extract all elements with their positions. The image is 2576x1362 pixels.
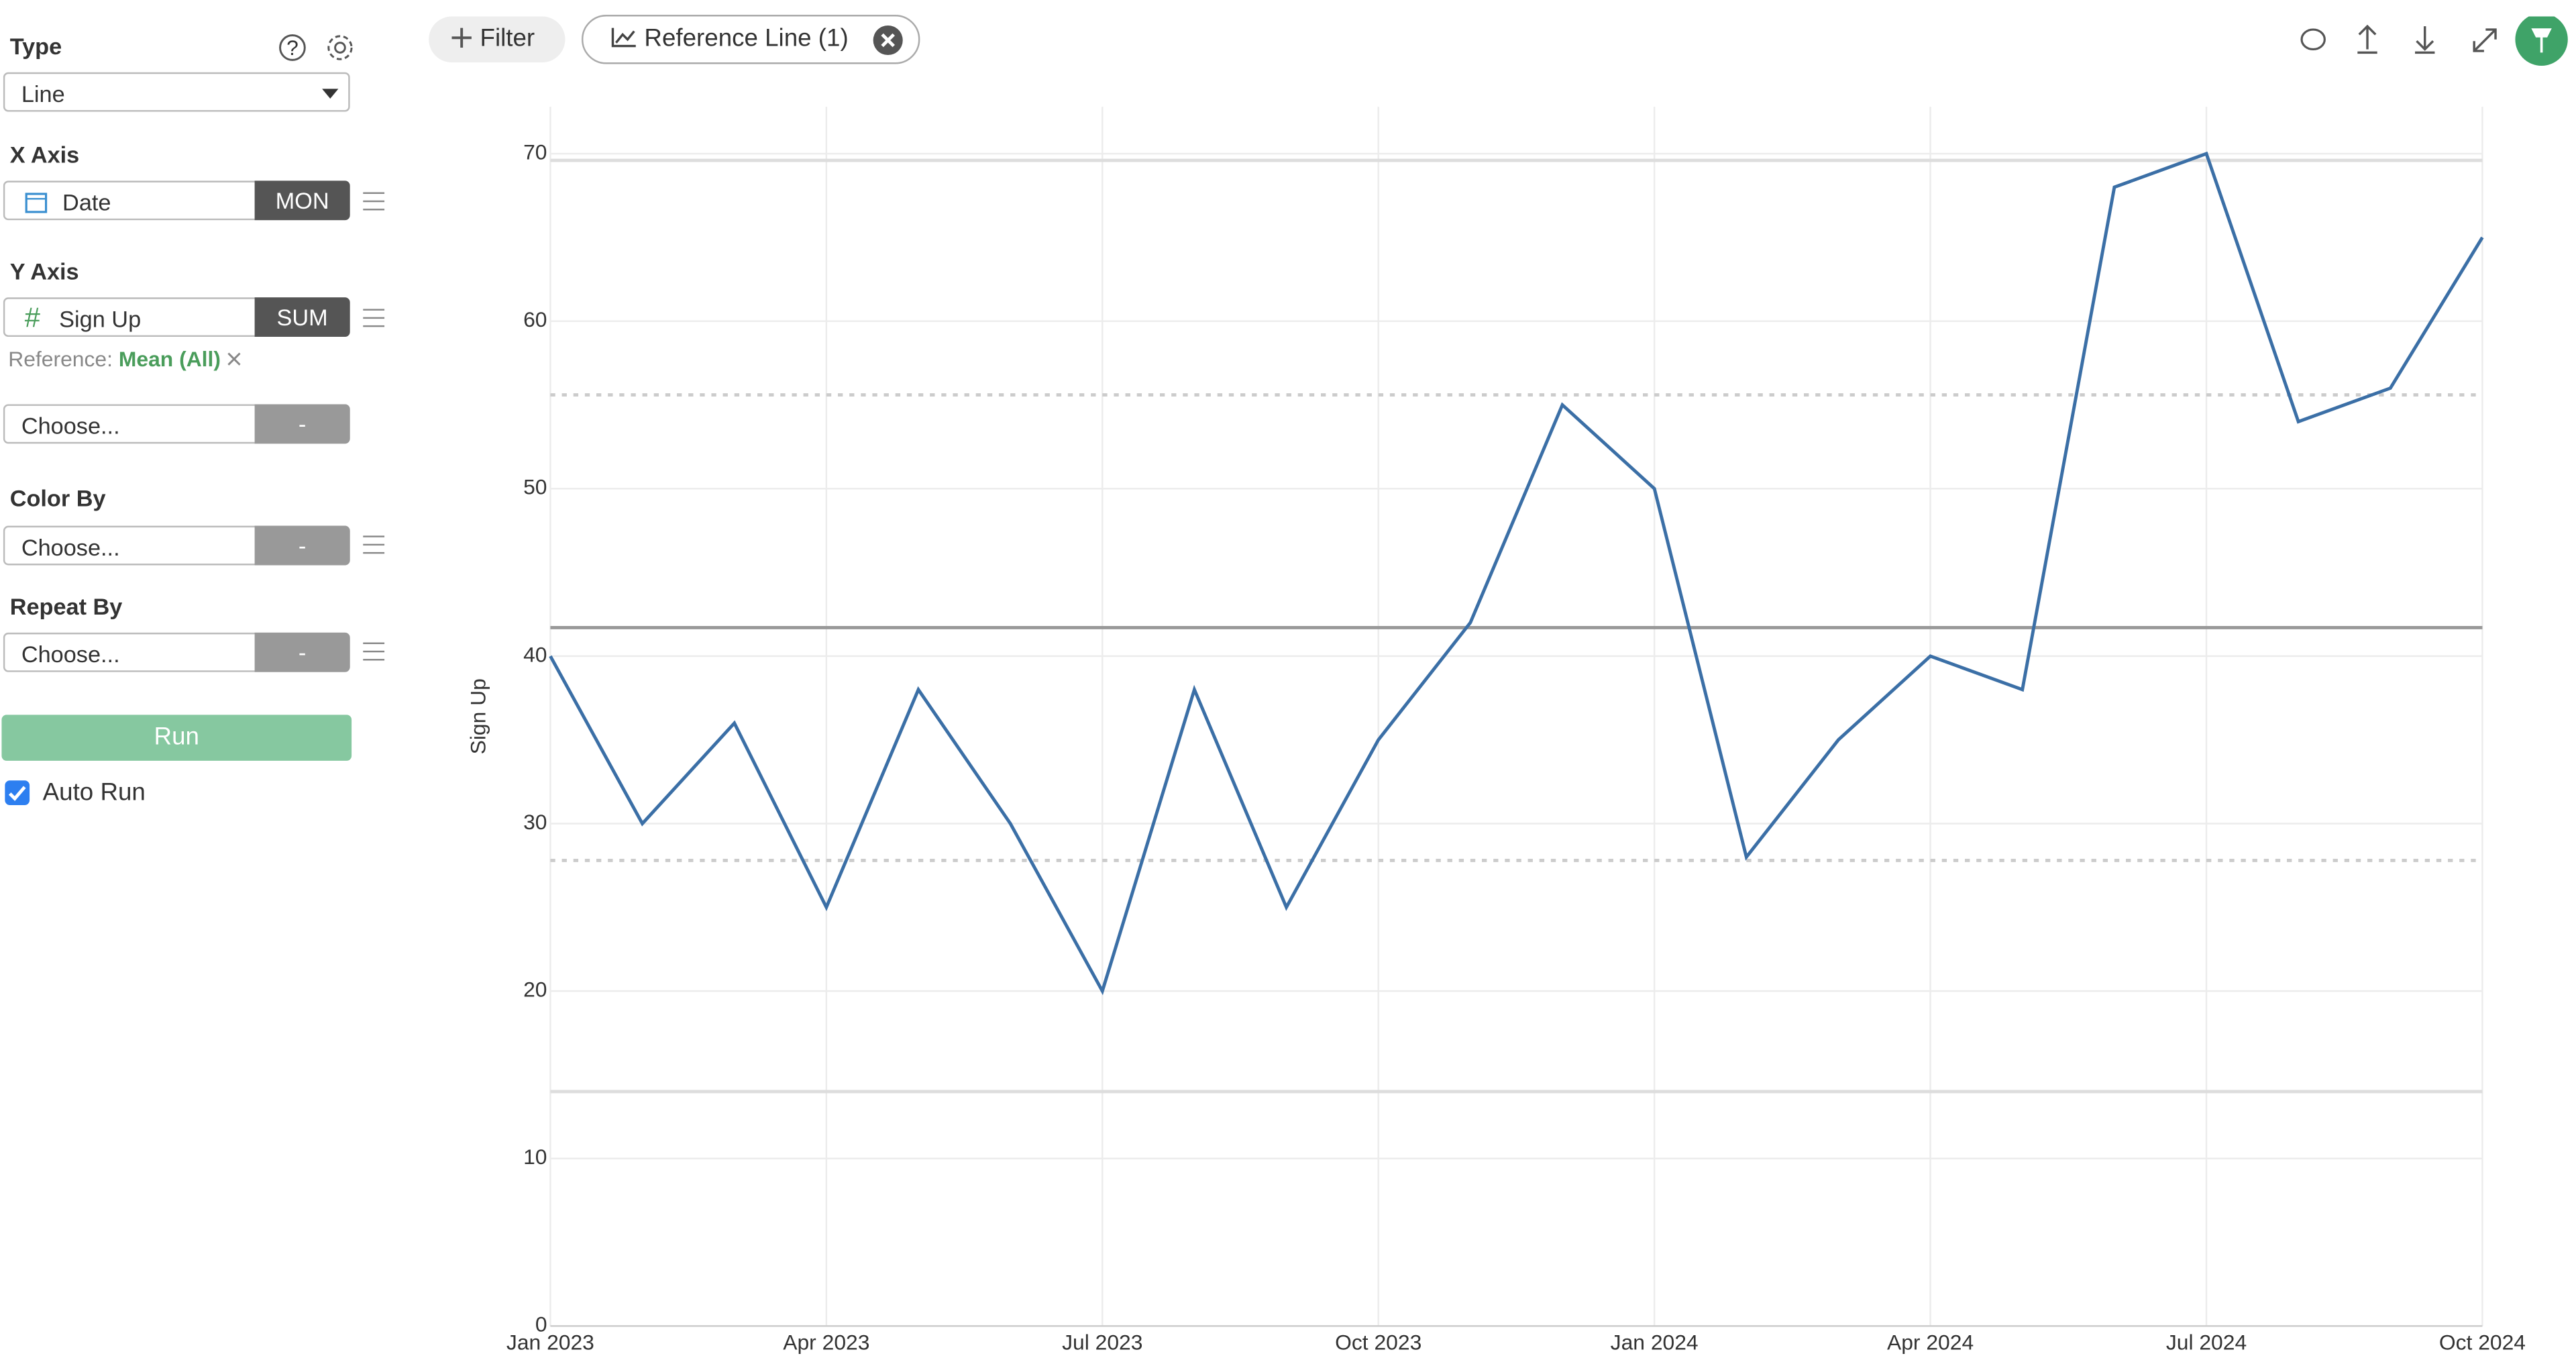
type-value: Line bbox=[21, 81, 65, 107]
color-by-field[interactable]: Choose... - bbox=[3, 525, 350, 566]
auto-run-label: Auto Run bbox=[42, 778, 146, 807]
svg-text:?: ? bbox=[286, 36, 299, 60]
x-tick-label: Jul 2024 bbox=[2166, 1330, 2247, 1355]
y-axis-field-name: Sign Up bbox=[59, 305, 142, 332]
type-label: Type bbox=[9, 32, 62, 60]
x-tick-label: Oct 2024 bbox=[2439, 1330, 2526, 1355]
x-tick-label: Jan 2023 bbox=[506, 1330, 594, 1355]
data-line bbox=[549, 151, 2484, 996]
reference-label: Reference: bbox=[8, 346, 113, 372]
reference-line-text: Reference Line (1) bbox=[644, 24, 849, 53]
y-tick-label: 50 bbox=[523, 475, 547, 499]
y-tick-label: 40 bbox=[523, 642, 547, 666]
x-tick-label: Apr 2023 bbox=[783, 1330, 869, 1355]
x-axis-field[interactable]: Date MON bbox=[3, 180, 350, 221]
y-axis-label: Y Axis bbox=[9, 258, 79, 284]
x-axis-menu[interactable] bbox=[363, 192, 385, 211]
x-axis-label: X Axis bbox=[9, 141, 80, 168]
calendar-icon bbox=[25, 193, 48, 213]
reference-line-chip[interactable]: Reference Line (1) bbox=[581, 15, 920, 64]
y-tick-label: 10 bbox=[523, 1145, 547, 1169]
filter-text: Filter bbox=[480, 24, 535, 53]
extra-field[interactable]: Choose... - bbox=[3, 404, 350, 444]
y-axis-field[interactable]: # Sign Up SUM bbox=[3, 297, 350, 337]
toolbar-icons[interactable] bbox=[2297, 16, 2576, 66]
number-icon: # bbox=[24, 302, 40, 334]
y-axis-label: Sign Up bbox=[466, 678, 490, 754]
chip-remove[interactable] bbox=[872, 25, 904, 56]
extra-agg[interactable]: - bbox=[254, 404, 350, 444]
x-tick-label: Jul 2023 bbox=[1062, 1330, 1142, 1355]
y-tick-label: 60 bbox=[523, 307, 547, 331]
color-by-agg[interactable]: - bbox=[254, 525, 350, 566]
x-axis-field-name: Date bbox=[62, 189, 111, 215]
y-tick-label: 0 bbox=[535, 1312, 547, 1337]
plus-icon bbox=[451, 28, 472, 48]
type-icons[interactable]: ? bbox=[278, 32, 360, 64]
x-tick-label: Jan 2024 bbox=[1611, 1330, 1699, 1355]
color-by-field-name: Choose... bbox=[21, 533, 120, 561]
x-tick-label: Apr 2024 bbox=[1887, 1330, 1974, 1355]
reference-row: Reference: Mean (All) bbox=[8, 346, 241, 372]
repeat-by-field[interactable]: Choose... - bbox=[3, 632, 350, 672]
y-tick-label: 70 bbox=[523, 140, 547, 164]
type-select[interactable]: Line bbox=[3, 72, 350, 112]
run-button[interactable]: Run bbox=[1, 715, 352, 761]
reference-remove[interactable] bbox=[227, 352, 241, 366]
y-axis-menu[interactable] bbox=[363, 309, 385, 327]
filter-button[interactable]: Filter bbox=[429, 16, 566, 63]
x-tick-label: Oct 2023 bbox=[1335, 1330, 1421, 1355]
auto-run-checkbox[interactable] bbox=[5, 780, 30, 806]
y-tick-label: 20 bbox=[523, 978, 547, 1002]
repeat-by-agg[interactable]: - bbox=[254, 632, 350, 672]
repeat-by-field-name: Choose... bbox=[21, 641, 120, 668]
y-axis-agg[interactable]: SUM bbox=[254, 297, 350, 337]
extra-field-name: Choose... bbox=[21, 412, 120, 439]
y-tick-label: 30 bbox=[523, 810, 547, 834]
color-by-menu[interactable] bbox=[363, 535, 385, 554]
chart-icon bbox=[611, 28, 636, 48]
reference-value[interactable]: Mean (All) bbox=[118, 346, 221, 372]
color-by-label: Color By bbox=[9, 484, 106, 511]
repeat-by-menu[interactable] bbox=[363, 642, 385, 661]
dropdown-arrow bbox=[322, 89, 339, 99]
check-mark bbox=[8, 786, 26, 801]
x-axis-agg[interactable]: MON bbox=[254, 180, 350, 221]
repeat-by-label: Repeat By bbox=[9, 593, 123, 620]
